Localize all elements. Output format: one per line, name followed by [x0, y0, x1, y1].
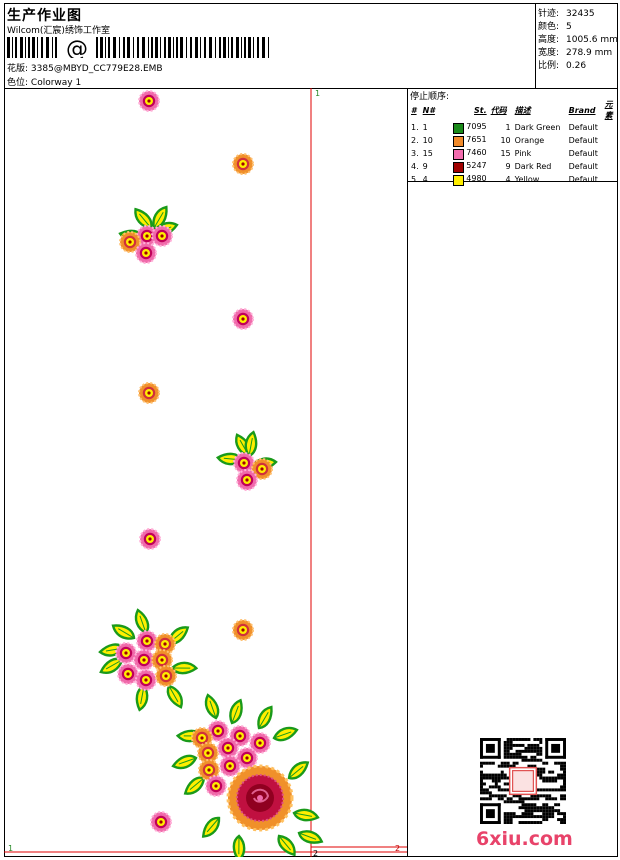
col-index: #	[411, 105, 417, 115]
row-index: 1.	[411, 123, 419, 132]
col-needle: N#	[422, 105, 435, 115]
row-brand: Default	[568, 162, 598, 171]
row-code: 4	[505, 175, 511, 184]
embroidery-design: 1 1 2 2	[4, 88, 407, 857]
row-desc: Pink	[514, 149, 532, 158]
flower-motif	[232, 619, 254, 641]
row-element	[603, 134, 618, 147]
seal-icon	[512, 770, 534, 792]
row-code: 10	[500, 136, 511, 145]
table-row: 2. 10 7651 10 Orange Default	[409, 134, 618, 147]
marker-bottom-mid: 2	[313, 849, 318, 857]
row-brand: Default	[568, 123, 598, 132]
table-row: 1. 1 7095 1 Dark Green Default	[409, 121, 618, 134]
row-brand: Default	[568, 175, 598, 184]
colorway-name: Colorway 1	[30, 78, 82, 88]
qr-code	[480, 738, 566, 824]
row-index: 3.	[411, 149, 419, 158]
file-row: 花版: 3385@MBYD_CC779E28.EMB	[7, 61, 163, 74]
flower-motif	[150, 811, 172, 833]
barcode-symbol: @	[66, 37, 88, 58]
row-index: 2.	[411, 136, 419, 145]
flower-motif	[138, 90, 160, 112]
table-row: 3. 15 7460 15 Pink Default	[409, 147, 618, 160]
color-swatch	[452, 148, 464, 160]
colorway-row: 色位: Colorway 1	[7, 75, 81, 88]
row-needle: 9	[422, 162, 428, 171]
row-stitches: 4980	[452, 173, 489, 186]
flower-cluster	[97, 607, 199, 713]
col-code: 代码	[490, 105, 507, 115]
header-panel	[4, 3, 536, 89]
stats-panel	[535, 3, 618, 89]
stat-colors: 颜色: 5	[538, 22, 572, 32]
row-element	[603, 147, 618, 160]
flower-cluster	[215, 429, 278, 491]
marker-top: 1	[315, 89, 320, 98]
stat-stitches: 针迹: 32435	[538, 9, 595, 19]
color-swatch	[452, 122, 464, 134]
table-row: 4. 9 5247 9 Dark Red Default	[409, 160, 618, 173]
stat-scale: 比例: 0.26	[538, 61, 587, 71]
row-needle: 15	[422, 149, 433, 158]
flower-motif	[139, 528, 161, 550]
row-needle: 1	[422, 123, 428, 132]
row-stitches: 7651	[452, 134, 489, 147]
row-desc: Orange	[514, 136, 545, 145]
file-label: 花版:	[7, 64, 29, 74]
row-index: 5.	[411, 175, 419, 184]
row-brand: Default	[568, 149, 598, 158]
row-desc: Dark Green	[514, 123, 561, 132]
col-desc: 描述	[514, 105, 531, 115]
row-brand: Default	[568, 136, 598, 145]
marker-bottom-right: 2	[395, 844, 400, 853]
col-element: 元素	[604, 100, 613, 120]
row-element	[603, 160, 618, 173]
barcode: @	[7, 37, 269, 58]
row-stitches: 7095	[452, 121, 489, 134]
color-swatch	[452, 161, 464, 173]
col-brand: Brand	[568, 105, 596, 115]
table-header-row: # N# St. 代码 描述 Brand 元素	[409, 99, 618, 121]
studio-name: Wilcom(汇宸)绣饰工作室	[7, 26, 110, 36]
row-code: 15	[500, 149, 511, 158]
flower-cluster-large	[170, 692, 325, 857]
colorway-label: 色位:	[7, 78, 29, 88]
row-needle: 10	[422, 136, 433, 145]
design-preview: 1 1 2 2	[4, 88, 408, 857]
color-swatch	[452, 135, 464, 147]
row-desc: Yellow	[514, 175, 540, 184]
stop-sequence-panel: 停止顺序: # N# St. 代码 描述 Brand 元素 1. 1 7095 1 Da…	[408, 88, 618, 186]
row-index: 4.	[411, 162, 419, 171]
row-desc: Dark Red	[514, 162, 552, 171]
col-stitches: St.	[474, 105, 487, 115]
marker-bottom-left: 1	[8, 844, 13, 853]
row-element	[603, 173, 618, 186]
flower-motif	[138, 382, 160, 404]
color-swatch	[452, 174, 464, 186]
row-code: 9	[505, 162, 511, 171]
page-title: 生产作业图	[7, 8, 82, 24]
flower-cluster	[117, 203, 180, 264]
flower-motif	[232, 308, 254, 330]
flower-motif	[232, 153, 254, 175]
watermark-site: 6xiu.com	[476, 828, 573, 850]
stat-height: 高度: 1005.6 mm	[538, 35, 618, 45]
file-name: 3385@MBYD_CC779E28.EMB	[30, 64, 163, 74]
stop-sequence-title: 停止顺序:	[410, 92, 450, 102]
row-stitches: 7460	[452, 147, 489, 160]
row-code: 1	[505, 123, 511, 132]
row-stitches: 5247	[452, 160, 489, 173]
stop-sequence-table: # N# St. 代码 描述 Brand 元素 1. 1 7095 1 Dark Gre…	[409, 99, 618, 186]
table-row: 5. 4 4980 4 Yellow Default	[409, 173, 618, 186]
row-needle: 4	[422, 175, 428, 184]
stat-width: 宽度: 278.9 mm	[538, 48, 613, 58]
row-element	[603, 121, 618, 134]
